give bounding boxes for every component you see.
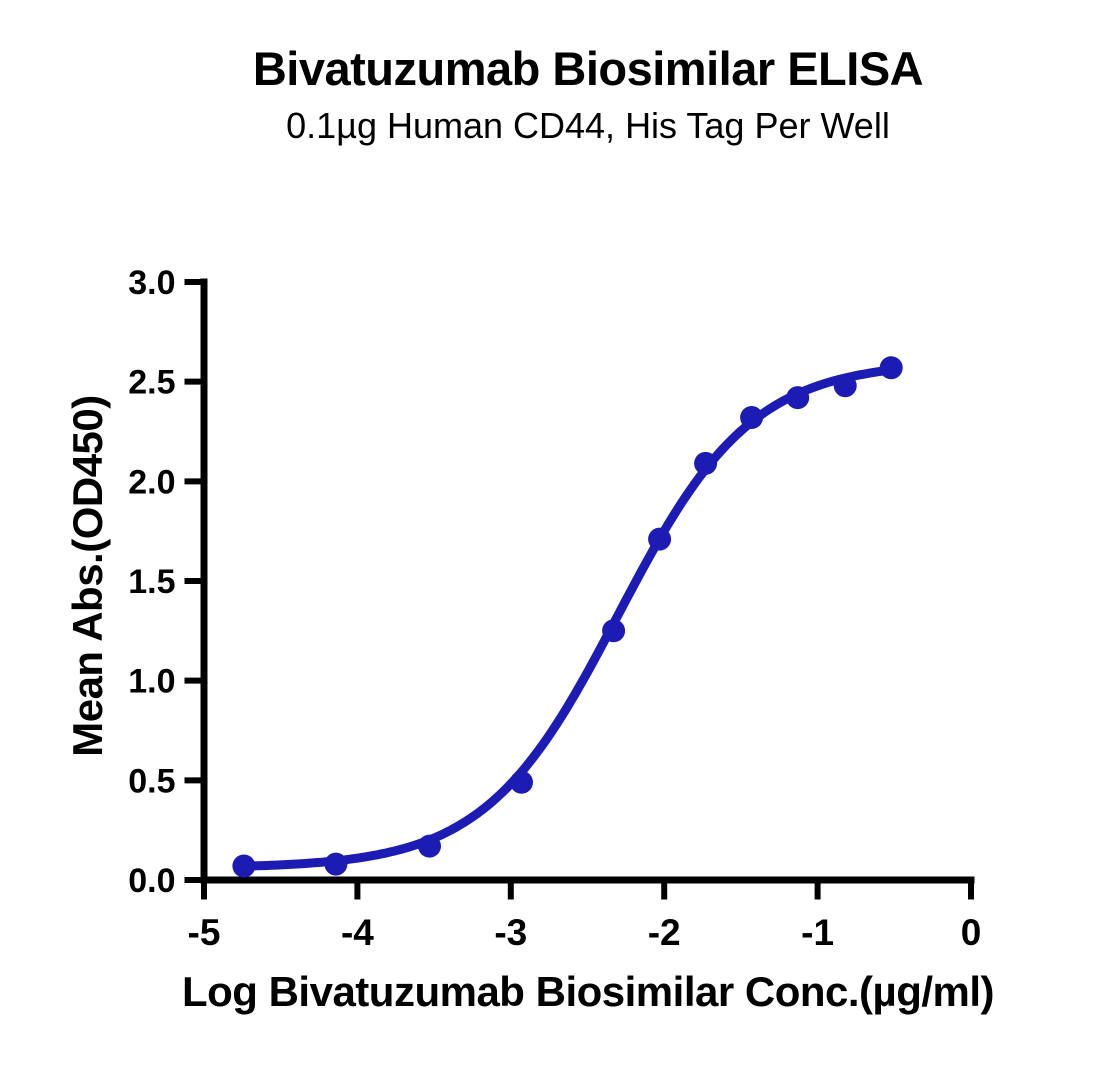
y-tick-label: 2.0 bbox=[128, 463, 175, 501]
data-point bbox=[833, 374, 857, 398]
data-point bbox=[879, 356, 903, 380]
fit-curve bbox=[239, 365, 896, 871]
chart-subtitle: 0.1µg Human CD44, His Tag Per Well bbox=[286, 105, 890, 146]
data-point bbox=[602, 619, 626, 643]
data-point bbox=[510, 770, 533, 794]
x-tick-label: -1 bbox=[801, 912, 834, 953]
data-point bbox=[694, 451, 718, 475]
y-tick-label: 2.5 bbox=[128, 364, 175, 402]
data-point bbox=[232, 854, 256, 878]
data-point bbox=[418, 834, 441, 858]
chart-title: Bivatuzumab Biosimilar ELISA bbox=[252, 42, 924, 95]
data-point bbox=[740, 406, 764, 429]
data-point bbox=[324, 852, 348, 876]
data-point bbox=[648, 527, 672, 551]
x-tick-label: -4 bbox=[341, 912, 374, 953]
y-tick-label: 1.5 bbox=[128, 563, 175, 601]
x-tick-label: -5 bbox=[188, 912, 221, 953]
y-tick-label: 3.0 bbox=[128, 264, 175, 302]
x-tick-label: -2 bbox=[648, 912, 681, 953]
y-axis-title: Mean Abs.(OD450) bbox=[64, 395, 111, 757]
y-tick-label: 1.0 bbox=[128, 663, 175, 701]
x-axis-title: Log Bivatuzumab Biosimilar Conc.(µg/ml) bbox=[181, 968, 995, 1015]
x-tick-label: 0 bbox=[961, 912, 982, 953]
data-point bbox=[786, 386, 810, 410]
y-tick-label: 0.5 bbox=[128, 762, 175, 800]
y-tick-label: 0.0 bbox=[128, 862, 175, 900]
x-tick-label: -3 bbox=[494, 912, 527, 953]
